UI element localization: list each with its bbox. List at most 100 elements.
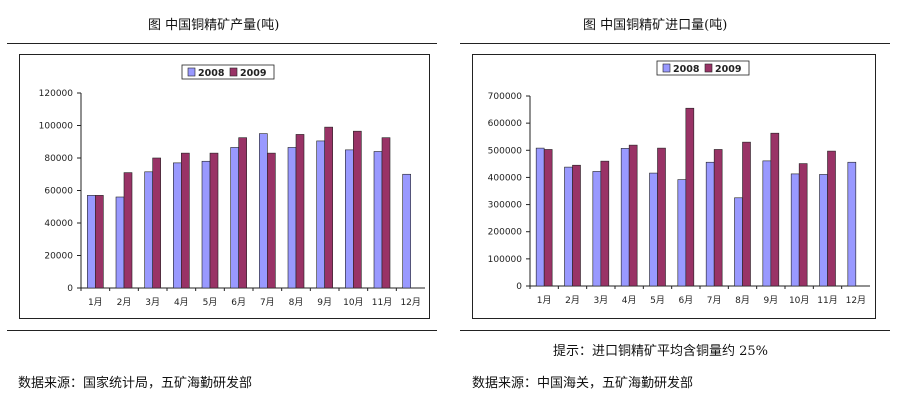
bar-2009	[152, 157, 161, 289]
x-tick-label: 2月	[117, 297, 132, 308]
y-tick-label: 20000	[44, 252, 73, 262]
right-hint-note: 提示：进口铜精矿平均含铜量约 25%	[553, 344, 769, 359]
y-tick-label: 300000	[488, 201, 523, 211]
bar-2009	[685, 107, 695, 287]
bar-2008	[762, 160, 772, 287]
bar-2008	[201, 160, 211, 289]
bar-2008	[144, 171, 153, 289]
legend-swatch-2008	[662, 63, 671, 73]
right-chart-title: 图 中国铜精矿进口量(吨)	[583, 18, 728, 33]
y-tick-label: 600000	[488, 119, 523, 129]
x-tick-label: 7月	[260, 297, 275, 308]
y-tick-label: 100000	[488, 255, 523, 265]
x-tick-label: 8月	[289, 297, 304, 308]
right-top-rule	[460, 43, 890, 44]
x-tick-label: 10月	[789, 295, 809, 306]
x-tick-label: 11月	[817, 295, 837, 306]
bar-2009	[209, 152, 219, 289]
left-source-note: 数据来源：国家统计局，五矿海勤研发部	[18, 376, 253, 391]
bar-2009	[95, 195, 104, 289]
bar-2009	[181, 152, 190, 289]
x-tick-label: 9月	[317, 297, 332, 308]
y-tick-label: 700000	[488, 92, 523, 102]
left-chart: 0 20000 40000 60000 80000 100000 120000 1月 2月 3月 4…	[39, 64, 425, 308]
x-tick-label: 8月	[735, 295, 750, 306]
legend: 2008 2009	[181, 64, 275, 80]
y-tick-label: 200000	[488, 228, 523, 238]
legend: 2008 2009	[656, 60, 750, 76]
x-tick-label: 9月	[763, 295, 778, 306]
x-tick-label: 5月	[203, 297, 218, 308]
y-tick-label: 500000	[488, 146, 523, 156]
x-tick-label: 10月	[343, 297, 363, 308]
y-tick-label: 400000	[488, 173, 523, 183]
bar-2008	[230, 147, 239, 289]
right-bottom-rule	[460, 330, 890, 331]
x-tick-label: 4月	[174, 297, 189, 308]
legend-label-2009: 2009	[715, 64, 741, 75]
x-tick-label: 1月	[88, 297, 103, 308]
bar-2009	[543, 149, 553, 287]
legend-label-2008: 2008	[198, 68, 225, 79]
right-source-note: 数据来源：中国海关，五矿海勤研发部	[472, 376, 694, 391]
bar-2009	[657, 147, 666, 287]
bar-2009	[798, 163, 808, 287]
x-tick-label: 7月	[707, 295, 722, 306]
bar-2009	[324, 126, 333, 289]
legend-swatch-2009	[704, 63, 713, 73]
x-tick-label: 2月	[565, 295, 580, 306]
bar-2008	[564, 166, 573, 287]
bar-2008	[677, 179, 687, 287]
bar-2009	[353, 130, 362, 289]
bar-2008	[259, 133, 268, 289]
bar-2008	[592, 171, 602, 287]
x-tick-label: 3月	[145, 297, 160, 308]
bar-2008	[649, 172, 658, 287]
bar-2008	[847, 161, 857, 287]
right-chart: 0 100000 200000 300000 400000 500000 600000 700…	[488, 60, 870, 306]
x-tick-label: 12月	[400, 297, 420, 308]
x-tick-label: 6月	[231, 297, 246, 308]
bar-2009	[238, 137, 247, 289]
y-tick-label: 0	[516, 282, 522, 292]
legend-box	[656, 60, 750, 76]
y-tick-label: 0	[67, 284, 73, 294]
legend-swatch-2009	[229, 67, 238, 77]
x-tick-label: 11月	[372, 297, 392, 308]
y-tick-label: 80000	[44, 154, 73, 164]
y-tick-label: 120000	[39, 89, 74, 99]
bar-2008	[87, 195, 96, 289]
bar-2009	[827, 150, 836, 287]
bar-2008	[287, 147, 297, 289]
legend-swatch-2008	[187, 67, 196, 77]
bar-2008	[705, 161, 715, 287]
y-tick-label: 100000	[39, 122, 74, 132]
x-tick-label: 6月	[678, 295, 693, 306]
x-tick-label: 4月	[622, 295, 637, 306]
bar-2009	[628, 144, 638, 287]
bar-2008	[345, 149, 354, 289]
bar-2009	[267, 152, 276, 289]
bar-2008	[734, 197, 743, 287]
bar-2008	[790, 173, 800, 287]
left-top-rule	[7, 43, 437, 44]
y-tick-label: 60000	[44, 187, 73, 197]
left-chart-title: 图 中国铜精矿产量(吨)	[148, 18, 280, 33]
bar-2008	[620, 148, 630, 287]
left-bottom-rule	[7, 330, 437, 331]
y-tick-label: 40000	[44, 219, 73, 229]
bar-2008	[115, 196, 125, 289]
bar-2009	[381, 137, 391, 289]
left-chart-frame: 0 20000 40000 60000 80000 100000 120000 1月 2月 3月 4…	[19, 54, 430, 319]
legend-label-2008: 2008	[673, 64, 700, 75]
x-tick-label: 5月	[650, 295, 665, 306]
bar-2009	[742, 141, 751, 287]
bar-2009	[123, 172, 133, 289]
bar-2008	[535, 147, 545, 287]
bar-2008	[402, 173, 411, 289]
bar-2009	[572, 164, 581, 287]
bar-2009	[770, 132, 780, 287]
bar-2008	[173, 162, 182, 289]
bar-2008	[316, 140, 325, 289]
x-tick-label: 12月	[846, 295, 866, 306]
